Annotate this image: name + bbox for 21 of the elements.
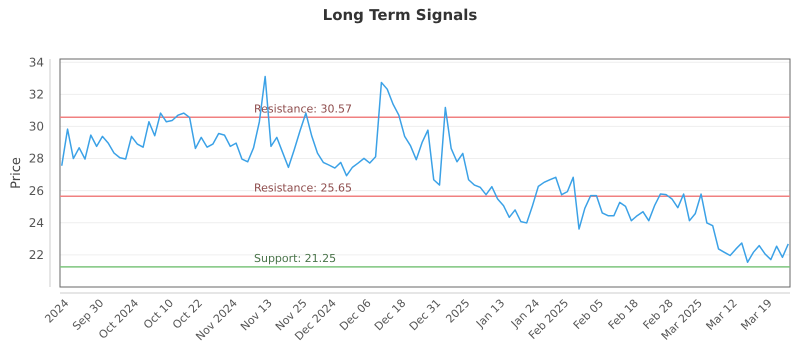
- y-tick-label: 30: [28, 120, 44, 134]
- ref-line-label: Resistance: 25.65: [254, 181, 352, 194]
- x-tick-label: Dec 31: [406, 296, 444, 334]
- y-tick-label: 32: [28, 88, 44, 102]
- x-tick-label: Feb 05: [570, 296, 606, 332]
- x-tick-label: Mar 19: [738, 296, 775, 333]
- line-series: [60, 76, 790, 264]
- y-axis-title: Price: [9, 157, 24, 189]
- x-tick-label: Jan 13: [473, 296, 508, 331]
- x-tick-label: Nov 13: [238, 296, 275, 334]
- x-tick-label: Dec 18: [372, 296, 408, 334]
- y-tick-label: 24: [28, 216, 44, 230]
- x-tick-label: Feb 18: [606, 296, 641, 332]
- y-tick-label: 34: [28, 55, 44, 70]
- y-tick-label: 22: [28, 248, 44, 262]
- y-tick-label: 28: [28, 152, 44, 166]
- x-tick-label: Mar 12: [704, 296, 740, 333]
- chart-title: Long Term Signals: [322, 6, 478, 24]
- x-tick-label: Dec 06: [337, 296, 374, 334]
- y-tick-label: 26: [28, 184, 44, 198]
- ref-line-label: Support: 21.25: [254, 252, 336, 265]
